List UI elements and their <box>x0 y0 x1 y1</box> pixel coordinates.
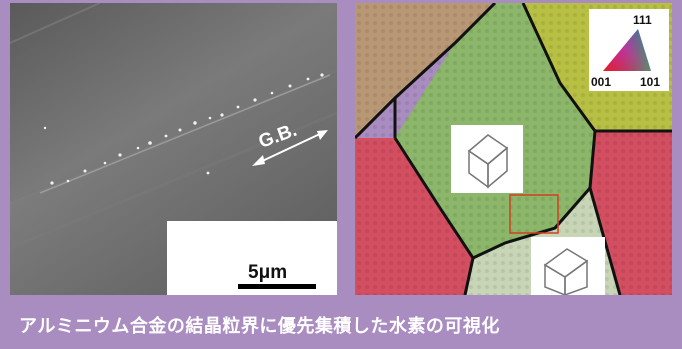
scale-bar-label: 5μm <box>248 262 287 283</box>
sem-image: G.B. 5μm <box>10 3 337 295</box>
grain-boundaries <box>355 3 672 295</box>
sem-micrograph: G.B. 5μm <box>10 3 337 295</box>
boundary-arrow <box>252 130 328 166</box>
ebsd-image: 111 001 101 <box>355 3 672 295</box>
hydrogen-spots <box>43 73 324 185</box>
legend-label-101: 101 <box>640 75 660 89</box>
cube-inset-pale <box>531 237 605 295</box>
scale-bar-box <box>167 221 337 295</box>
legend-label-001: 001 <box>591 75 611 89</box>
scale-bar <box>238 284 316 289</box>
highlight-box <box>509 194 559 234</box>
caption-bar: アルミニウム合金の結晶粒界に優先集積した水素の可視化 <box>0 296 682 349</box>
legend-label-111: 111 <box>633 13 652 27</box>
caption-text: アルミニウム合金の結晶粒界に優先集積した水素の可視化 <box>19 316 500 337</box>
grain-boundary-line <box>39 74 331 194</box>
upper-grain <box>10 3 337 203</box>
ebsd-orientation-map: 111 001 101 <box>355 3 672 295</box>
